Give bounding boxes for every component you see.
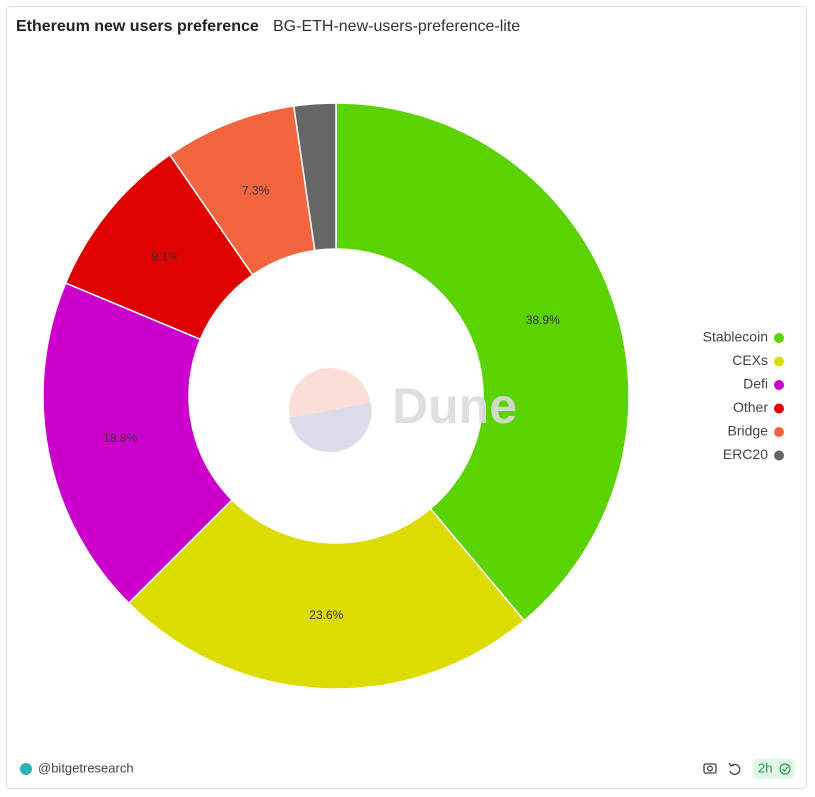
check-icon [779,763,791,775]
user-icon [20,763,32,775]
camera-icon[interactable] [703,763,717,774]
legend-label: Defi [743,376,768,392]
legend-label: ERC20 [723,446,768,462]
legend-label: CEXs [732,352,768,368]
legend-swatch [774,427,784,437]
slice [127,498,526,690]
value-label: 7.3% [242,183,270,197]
watermark: Dune [289,368,517,453]
chart-subtitle: BG-ETH-new-users-preference-lite [273,18,520,35]
legend-swatch [774,356,784,367]
watermark-text: Dune [392,378,517,434]
legend-swatch [774,403,784,414]
legend-swatch [774,333,784,343]
chart-title: Ethereum new users preference [16,18,259,35]
legend-label: Stablecoin [703,329,768,345]
refresh-icon[interactable] [728,762,741,775]
donut [42,102,630,690]
card [6,6,807,789]
watermark-logo-half [289,403,372,453]
legend-label: Other [733,399,768,415]
value-label: 38.9% [526,313,560,327]
legend-swatch [774,380,784,390]
slice [335,102,630,622]
slice [292,102,337,252]
refresh-age: 2h [758,760,772,775]
author: @bitgetresearch [38,760,134,775]
legend-label: Bridge [728,423,769,439]
slice [42,282,234,605]
check-mark [782,766,788,772]
legend-swatch [774,450,784,461]
value-label: 18.8% [103,431,137,445]
value-label: 23.6% [309,608,343,622]
value-label: 9.1% [151,250,179,264]
